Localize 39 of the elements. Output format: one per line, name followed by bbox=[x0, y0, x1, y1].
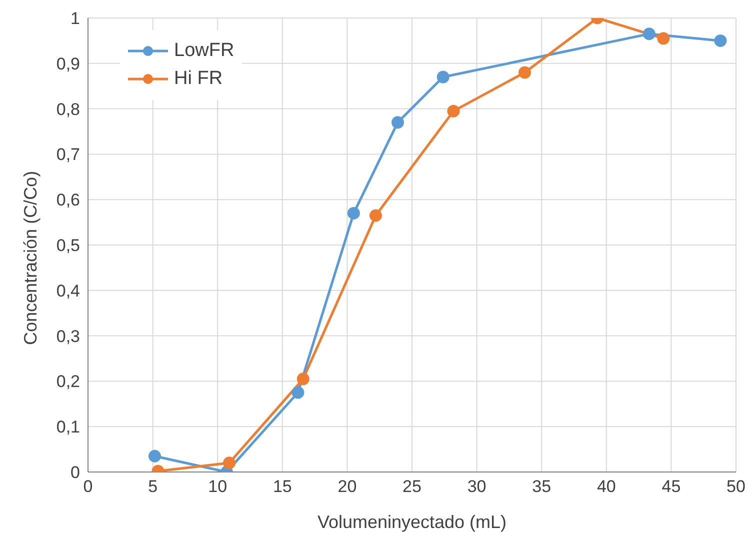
y-tick-label: 0,4 bbox=[56, 281, 80, 300]
legend-label: LowFR bbox=[174, 40, 234, 62]
y-tick-label: 0,2 bbox=[56, 372, 80, 392]
x-tick-label: 25 bbox=[402, 477, 422, 496]
y-tick-label: 0,7 bbox=[56, 145, 80, 164]
point bbox=[223, 456, 236, 470]
point bbox=[518, 66, 531, 79]
point bbox=[447, 104, 460, 118]
y-tick-label: 1 bbox=[70, 9, 80, 28]
x-tick-label: 40 bbox=[596, 477, 616, 496]
x-tick-label: 35 bbox=[532, 477, 552, 496]
y-tick-label: 0,3 bbox=[56, 326, 80, 346]
point bbox=[714, 34, 727, 47]
x-tick-label: 0 bbox=[83, 477, 93, 496]
x-tick-label: 20 bbox=[338, 477, 357, 496]
y-tick-label: 0,8 bbox=[56, 100, 80, 119]
x-tick-label: 5 bbox=[148, 477, 158, 496]
y-tick-label: 0 bbox=[70, 463, 80, 482]
x-tick-label: 50 bbox=[726, 477, 746, 496]
point bbox=[347, 206, 360, 220]
x-tick-label: 30 bbox=[467, 477, 486, 496]
x-tick-label: 45 bbox=[662, 477, 681, 496]
y-tick-label: 0,6 bbox=[56, 190, 80, 210]
y-tick-label: 0,1 bbox=[56, 418, 80, 437]
point bbox=[642, 28, 656, 40]
y-axis-title: Concentración (C/Co) bbox=[20, 170, 40, 345]
y-tick-label: 0,5 bbox=[56, 236, 80, 256]
point bbox=[436, 70, 450, 84]
x-tick-label: 15 bbox=[272, 477, 292, 496]
point bbox=[657, 32, 670, 45]
point bbox=[391, 116, 404, 129]
x-axis-title: Volumeninyectado (mL) bbox=[317, 512, 507, 532]
point bbox=[148, 450, 161, 462]
y-tick-label: 0,9 bbox=[56, 54, 80, 74]
point bbox=[296, 372, 310, 386]
point bbox=[292, 386, 304, 399]
x-tick-label: 10 bbox=[208, 477, 228, 496]
point bbox=[369, 209, 382, 222]
legend-label: Hi FR bbox=[174, 68, 223, 90]
